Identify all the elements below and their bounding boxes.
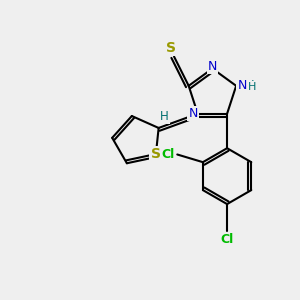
Text: H: H (160, 110, 169, 123)
Text: H: H (248, 82, 256, 92)
Text: N: N (237, 79, 247, 92)
Text: N: N (208, 60, 217, 73)
Text: NH: NH (238, 79, 256, 92)
Text: S: S (166, 41, 176, 55)
Text: Cl: Cl (162, 148, 175, 161)
Text: N: N (188, 107, 198, 120)
Text: S: S (151, 147, 160, 161)
Text: Cl: Cl (220, 233, 234, 246)
